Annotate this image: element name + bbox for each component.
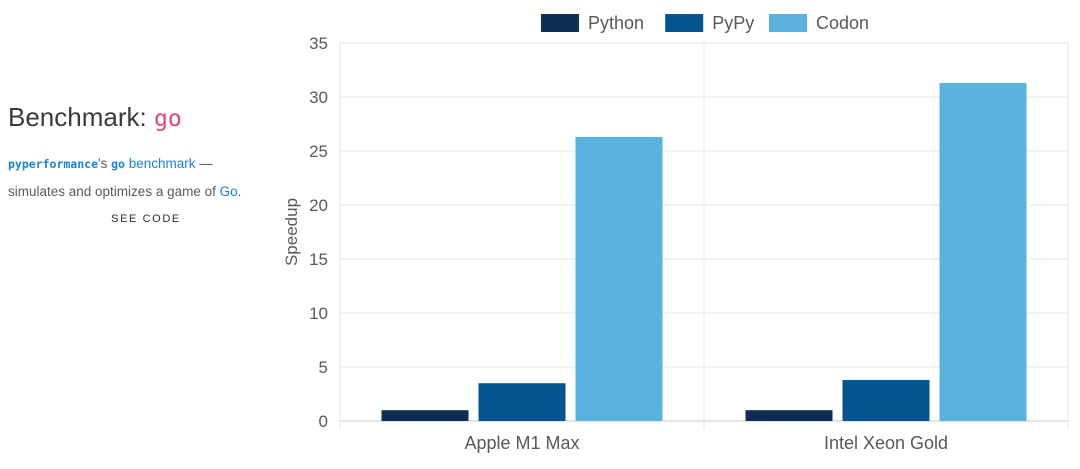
go-code-link[interactable]: go	[111, 157, 125, 171]
y-axis-label: Speedup	[282, 198, 301, 266]
benchmark-info: Benchmark: go pyperformance's go benchma…	[8, 100, 276, 225]
bar-python	[745, 410, 833, 421]
title-prefix: Benchmark:	[8, 102, 147, 132]
y-tick-label: 0	[319, 412, 328, 431]
desc-dash: —	[199, 156, 213, 171]
legend-label: PyPy	[712, 13, 754, 33]
x-tick-label: Intel Xeon Gold	[824, 433, 948, 453]
go-game-link[interactable]: Go	[219, 184, 238, 199]
benchmark-name: go	[153, 106, 182, 132]
legend-swatch	[769, 14, 807, 32]
y-tick-label: 25	[309, 142, 328, 161]
legend-swatch	[665, 14, 704, 32]
bar-pypy	[842, 379, 930, 421]
bar-codon	[575, 136, 663, 421]
bar-pypy	[478, 383, 566, 421]
benchmark-title: Benchmark: go	[8, 100, 276, 136]
desc-period: .	[237, 184, 242, 199]
y-tick-label: 35	[309, 34, 328, 53]
y-tick-label: 15	[309, 250, 328, 269]
speedup-chart: 0 5 10 15 20 25 30 35 Apple M1 Max Intel Xeon Gol…	[270, 0, 1080, 464]
y-tick-label: 10	[309, 304, 328, 323]
legend-label: Codon	[816, 13, 869, 33]
benchmark-link[interactable]: benchmark	[128, 156, 196, 171]
legend-label: Python	[588, 13, 644, 33]
legend-swatch	[541, 14, 579, 32]
x-tick-label: Apple M1 Max	[464, 433, 579, 453]
desc-possessive: 's	[98, 156, 108, 171]
bar-python	[381, 410, 469, 421]
y-tick-label: 20	[309, 196, 328, 215]
chart-svg: 0 5 10 15 20 25 30 35 Apple M1 Max Intel Xeon Gol…	[282, 13, 1069, 453]
pyperformance-link[interactable]: pyperformance	[8, 157, 99, 171]
benchmark-description: pyperformance's go benchmark — simulates…	[8, 150, 276, 205]
bar-codon	[939, 82, 1027, 422]
y-tick-label: 30	[309, 88, 328, 107]
desc-sentence: simulates and optimizes a game of	[8, 184, 216, 199]
see-code-button[interactable]: SEE CODE	[111, 213, 181, 225]
y-tick-label: 5	[319, 358, 328, 377]
